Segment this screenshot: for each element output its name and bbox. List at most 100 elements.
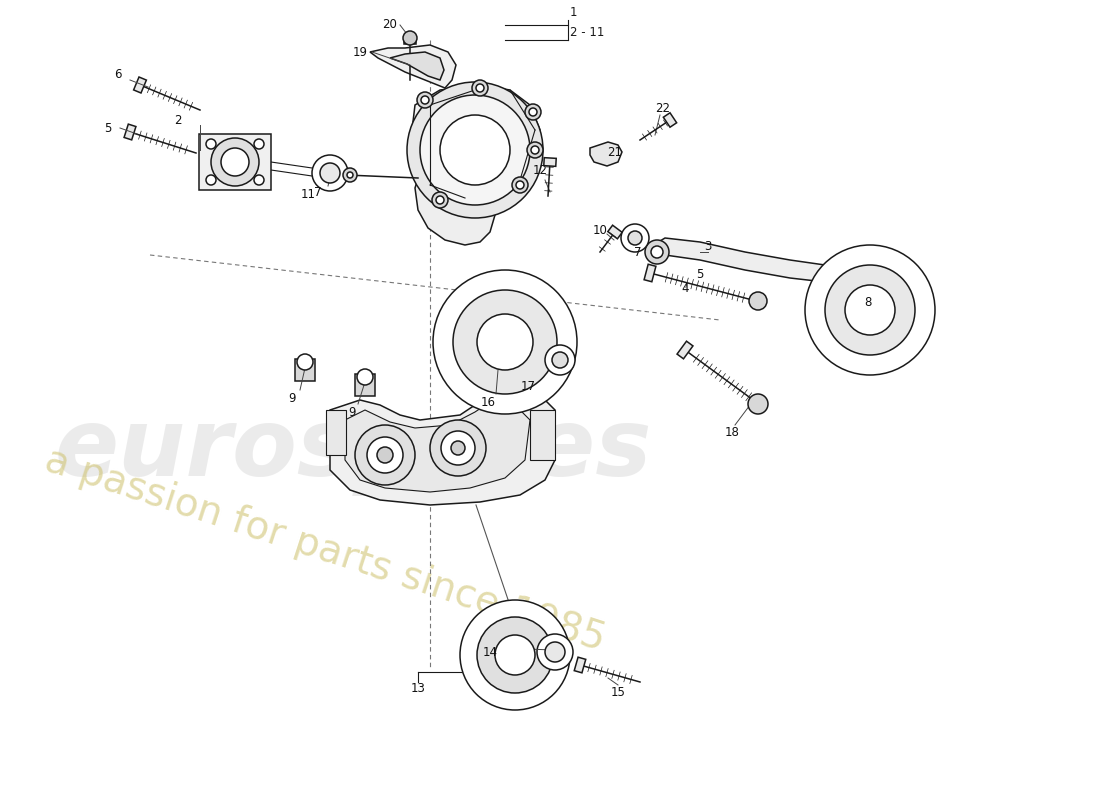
Circle shape bbox=[206, 139, 216, 149]
Circle shape bbox=[476, 84, 484, 92]
Circle shape bbox=[845, 285, 895, 335]
Polygon shape bbox=[415, 172, 495, 245]
Text: 15: 15 bbox=[610, 686, 626, 698]
Bar bbox=[355, 374, 375, 396]
Circle shape bbox=[430, 420, 486, 476]
Circle shape bbox=[346, 172, 353, 178]
Circle shape bbox=[621, 224, 649, 252]
Circle shape bbox=[451, 441, 465, 455]
Circle shape bbox=[825, 265, 915, 355]
Polygon shape bbox=[543, 158, 557, 166]
Circle shape bbox=[544, 345, 575, 375]
Circle shape bbox=[433, 270, 578, 414]
Text: 9: 9 bbox=[349, 406, 355, 418]
Text: 10: 10 bbox=[593, 223, 607, 237]
Text: 12: 12 bbox=[532, 163, 548, 177]
Text: 18: 18 bbox=[725, 426, 739, 438]
Circle shape bbox=[537, 634, 573, 670]
Circle shape bbox=[544, 642, 565, 662]
Polygon shape bbox=[133, 77, 146, 93]
Circle shape bbox=[358, 369, 373, 385]
Text: 7: 7 bbox=[635, 246, 641, 258]
Circle shape bbox=[432, 192, 448, 208]
Polygon shape bbox=[199, 134, 271, 190]
Text: 6: 6 bbox=[114, 69, 122, 82]
Polygon shape bbox=[412, 85, 540, 202]
Circle shape bbox=[420, 95, 530, 205]
Circle shape bbox=[529, 108, 537, 116]
Circle shape bbox=[441, 431, 475, 465]
Circle shape bbox=[516, 181, 524, 189]
Circle shape bbox=[320, 163, 340, 183]
Text: 8: 8 bbox=[865, 295, 871, 309]
Circle shape bbox=[805, 245, 935, 375]
Circle shape bbox=[651, 246, 663, 258]
Polygon shape bbox=[390, 52, 444, 80]
Text: 13: 13 bbox=[410, 682, 426, 694]
Circle shape bbox=[477, 314, 534, 370]
Circle shape bbox=[552, 352, 568, 368]
Circle shape bbox=[254, 139, 264, 149]
Text: 19: 19 bbox=[352, 46, 367, 58]
Circle shape bbox=[355, 425, 415, 485]
Circle shape bbox=[343, 168, 358, 182]
Circle shape bbox=[525, 104, 541, 120]
Text: 7: 7 bbox=[315, 186, 321, 198]
Bar bbox=[326, 410, 346, 455]
Circle shape bbox=[453, 290, 557, 394]
Text: 22: 22 bbox=[656, 102, 671, 114]
Circle shape bbox=[221, 148, 249, 176]
Bar bbox=[295, 359, 315, 381]
Text: 16: 16 bbox=[481, 395, 495, 409]
Text: 17: 17 bbox=[520, 381, 536, 394]
Circle shape bbox=[749, 292, 767, 310]
Circle shape bbox=[628, 231, 642, 245]
Circle shape bbox=[254, 175, 264, 185]
Circle shape bbox=[312, 155, 348, 191]
Text: eurospares: eurospares bbox=[55, 404, 652, 496]
Circle shape bbox=[495, 635, 535, 675]
Circle shape bbox=[421, 96, 429, 104]
Circle shape bbox=[407, 82, 543, 218]
Polygon shape bbox=[370, 45, 456, 88]
Circle shape bbox=[440, 115, 510, 185]
Text: 5: 5 bbox=[696, 269, 704, 282]
Circle shape bbox=[477, 617, 553, 693]
Polygon shape bbox=[590, 142, 621, 166]
Circle shape bbox=[367, 437, 403, 473]
Text: 21: 21 bbox=[607, 146, 623, 158]
Text: a passion for parts since 1985: a passion for parts since 1985 bbox=[40, 442, 610, 658]
Circle shape bbox=[211, 138, 258, 186]
Circle shape bbox=[512, 177, 528, 193]
Text: 4: 4 bbox=[681, 282, 689, 294]
Polygon shape bbox=[124, 124, 136, 140]
Polygon shape bbox=[345, 402, 530, 492]
Text: 3: 3 bbox=[704, 241, 712, 254]
Circle shape bbox=[472, 80, 488, 96]
Polygon shape bbox=[608, 225, 623, 239]
Text: 11: 11 bbox=[300, 189, 316, 202]
Polygon shape bbox=[650, 238, 840, 282]
Polygon shape bbox=[676, 341, 693, 359]
Circle shape bbox=[206, 175, 216, 185]
Circle shape bbox=[436, 196, 444, 204]
Circle shape bbox=[748, 394, 768, 414]
Circle shape bbox=[645, 240, 669, 264]
Polygon shape bbox=[404, 36, 416, 44]
Polygon shape bbox=[330, 390, 556, 505]
Circle shape bbox=[297, 354, 313, 370]
Circle shape bbox=[403, 31, 417, 45]
Polygon shape bbox=[663, 113, 676, 127]
Polygon shape bbox=[645, 264, 656, 282]
Text: 2: 2 bbox=[174, 114, 182, 126]
Text: 20: 20 bbox=[383, 18, 397, 31]
Circle shape bbox=[417, 92, 433, 108]
Circle shape bbox=[531, 146, 539, 154]
Text: 1: 1 bbox=[570, 6, 578, 19]
Bar bbox=[530, 410, 556, 460]
Text: 9: 9 bbox=[288, 391, 296, 405]
Circle shape bbox=[460, 600, 570, 710]
Text: 14: 14 bbox=[483, 646, 497, 658]
Circle shape bbox=[527, 142, 543, 158]
Polygon shape bbox=[574, 657, 586, 673]
